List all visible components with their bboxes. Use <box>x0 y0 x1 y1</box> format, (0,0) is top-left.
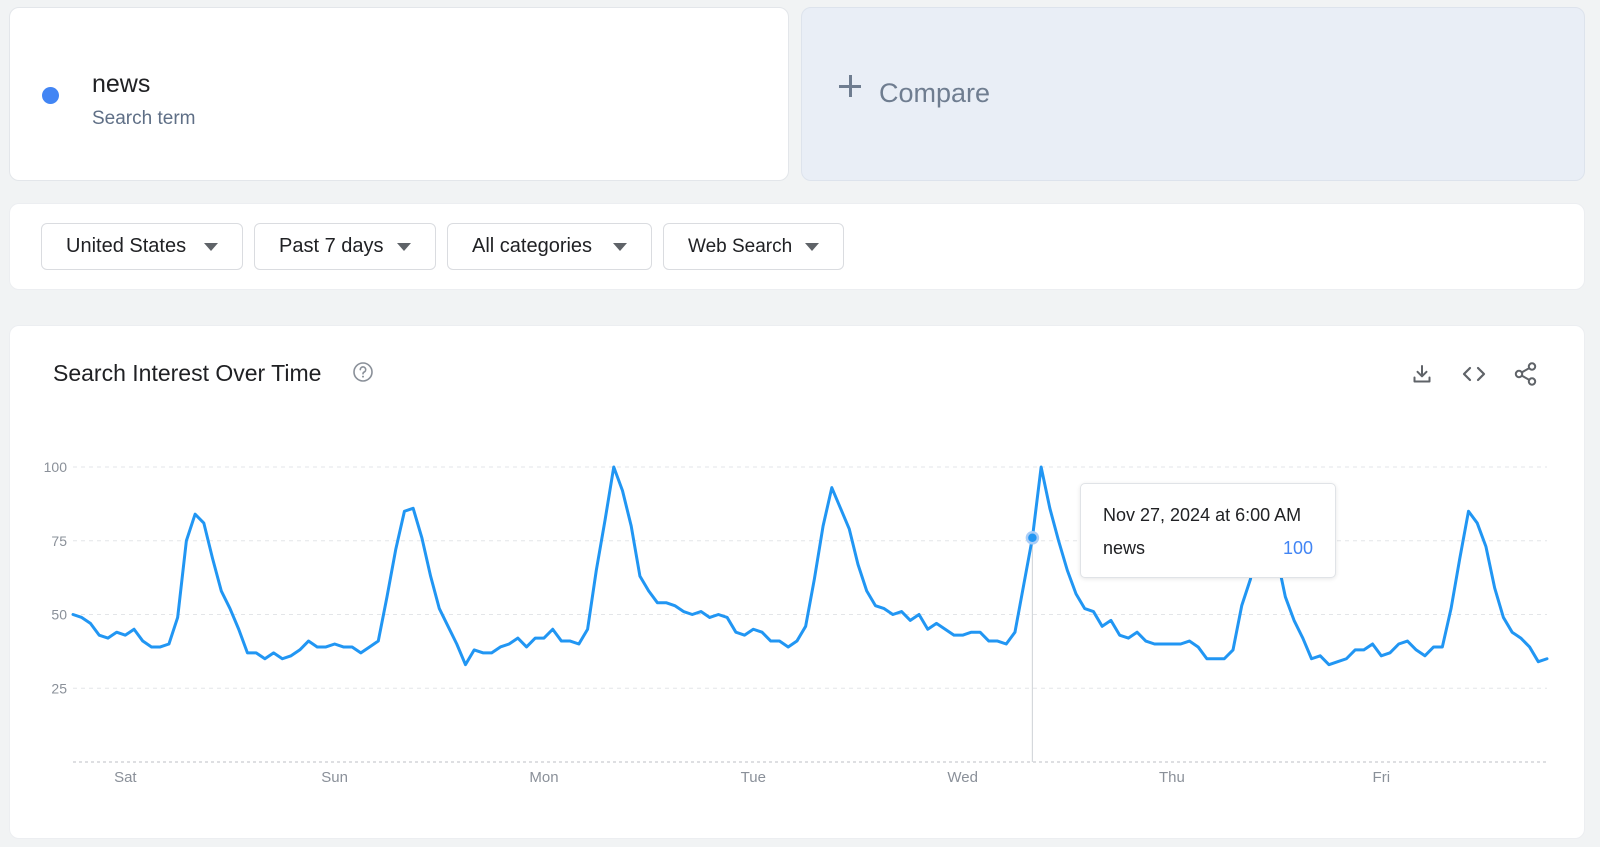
region-dropdown-label: United States <box>66 235 187 257</box>
tooltip-series-name: news <box>1103 538 1146 558</box>
search-term-card[interactable]: news Search term <box>9 7 789 181</box>
x-tick-label-mon: Mon <box>529 769 558 786</box>
chart-title: Search Interest Over Time <box>53 360 322 386</box>
share-icon <box>1514 362 1537 386</box>
chevron-down-icon <box>204 242 218 251</box>
plus-icon <box>838 74 862 98</box>
x-tick-label-wed: Wed <box>947 769 978 786</box>
chart-tooltip: Nov 27, 2024 at 6:00 AM news 100 <box>1080 483 1336 578</box>
embed-button[interactable] <box>1456 356 1492 392</box>
y-tick-label: 50 <box>51 607 67 623</box>
filter-bar: United States Past 7 days All categories… <box>9 203 1585 290</box>
x-tick-label-thu: Thu <box>1159 769 1185 786</box>
series-line-news <box>71 465 1549 667</box>
interest-over-time-card: 25 50 75 100 Sat Sun Mon Tue Wed Thu Fri Search In… <box>9 325 1585 839</box>
y-tick-label: 100 <box>44 459 68 475</box>
highlighted-data-point <box>1025 531 1040 545</box>
compare-label: Compare <box>879 78 991 108</box>
region-dropdown[interactable]: United States <box>41 223 243 270</box>
share-button[interactable] <box>1508 356 1544 392</box>
search-type-dropdown-label: Web Search <box>688 235 793 257</box>
x-tick-label-fri: Fri <box>1373 769 1391 786</box>
chevron-down-icon <box>805 242 819 251</box>
y-tick-label: 75 <box>51 533 67 549</box>
tooltip-value: 100 <box>1282 538 1313 558</box>
x-tick-label-tue: Tue <box>741 769 766 786</box>
search-term-type: Search term <box>92 108 196 129</box>
time-range-dropdown[interactable]: Past 7 days <box>254 223 436 270</box>
search-type-dropdown[interactable]: Web Search <box>663 223 844 270</box>
x-tick-label-sun: Sun <box>321 769 348 786</box>
interest-over-time-chart[interactable]: 25 50 75 100 Sat Sun Mon Tue Wed Thu Fri <box>10 326 1586 840</box>
tooltip-date: Nov 27, 2024 at 6:00 AM <box>1103 505 1302 525</box>
category-dropdown[interactable]: All categories <box>447 223 652 270</box>
download-icon <box>1413 365 1431 383</box>
chevron-down-icon <box>397 242 411 251</box>
chevron-down-icon <box>613 242 627 251</box>
y-tick-label: 25 <box>51 680 67 696</box>
term-color-dot <box>42 87 59 104</box>
time-range-dropdown-label: Past 7 days <box>279 235 384 257</box>
search-term-name: news <box>92 70 151 98</box>
help-icon[interactable] <box>352 361 374 383</box>
compare-button[interactable]: Compare <box>801 7 1585 181</box>
x-tick-label-sat: Sat <box>114 769 137 786</box>
embed-icon <box>1462 366 1486 382</box>
download-button[interactable] <box>1404 356 1440 392</box>
category-dropdown-label: All categories <box>472 235 593 257</box>
